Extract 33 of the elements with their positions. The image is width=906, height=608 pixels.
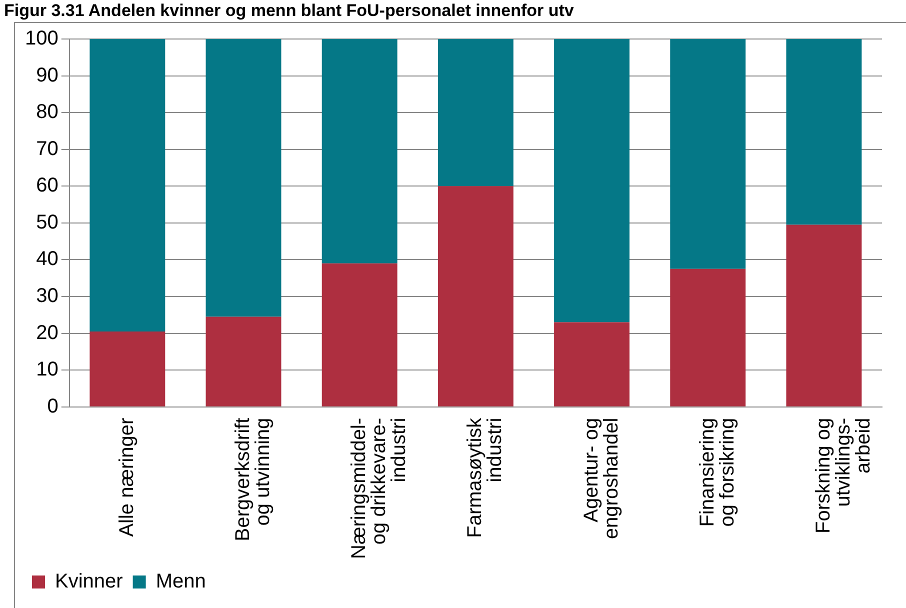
y-tick-label: 50	[36, 211, 58, 234]
y-tick-label: 20	[36, 322, 58, 344]
x-tick-label: Forskning og utviklings- arbeid	[812, 418, 874, 534]
y-tick-label: 0	[47, 395, 58, 418]
bar	[786, 224, 862, 406]
bar	[90, 331, 166, 406]
x-tick-label: Bergverksdrift og utvinning	[232, 417, 274, 542]
bar	[670, 39, 746, 269]
x-tick-label: Farmasøytisk industri	[464, 416, 506, 538]
bar	[554, 39, 630, 322]
y-tick-label: 60	[36, 174, 58, 197]
y-tick-label: 90	[36, 64, 58, 86]
bar	[670, 268, 746, 406]
bar	[322, 39, 398, 264]
y-tick-label: 80	[36, 101, 58, 124]
bar	[90, 39, 166, 332]
x-tick-label: Næringsmiddel- og drikkevare- industri	[348, 418, 410, 560]
bar	[206, 316, 282, 406]
chart-title: Figur 3.31 Andelen kvinner og menn blant FoU-personalet innenfor utv	[3, 0, 575, 22]
bar	[438, 186, 514, 406]
y-tick-label: 40	[36, 248, 58, 270]
y-tick-label: 10	[36, 358, 58, 381]
bar	[554, 322, 630, 406]
y-tick-label: 70	[36, 138, 58, 160]
legend-label: Kvinner	[55, 570, 124, 593]
bar	[786, 39, 862, 225]
y-tick-label: 30	[36, 285, 58, 308]
bar	[206, 39, 282, 317]
y-tick-label: 100	[24, 28, 58, 50]
bar	[438, 39, 514, 186]
legend-label: Menn	[156, 570, 206, 593]
bar	[322, 263, 398, 406]
x-tick-label: Alle næringer	[116, 418, 138, 537]
